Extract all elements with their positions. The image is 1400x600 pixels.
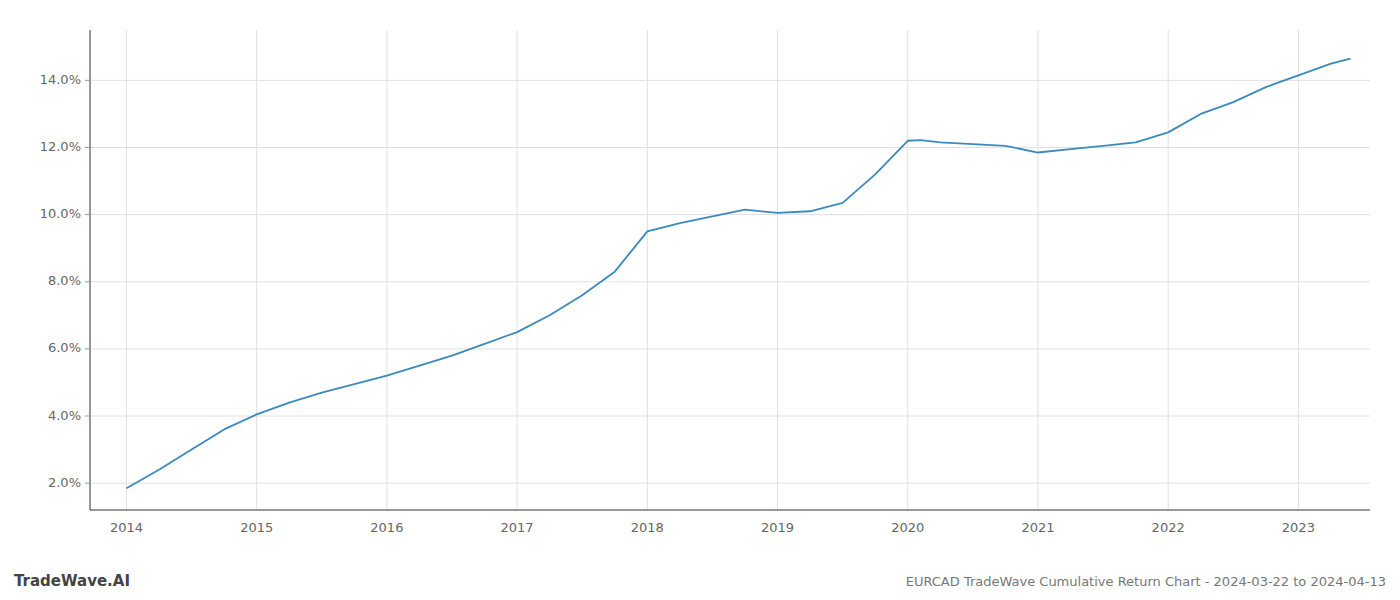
tick-label: 10.0% [40,206,81,221]
tick-mark [85,281,90,282]
grid-line [90,416,1370,417]
tick-label: 2019 [761,520,794,535]
grid-line [90,147,1370,148]
watermark: TradeWave.AI [14,572,130,590]
grid-line [907,30,908,510]
grid-line [1168,30,1169,510]
tick-label: 2015 [240,520,273,535]
tick-label: 4.0% [48,408,81,423]
tick-label: 2017 [501,520,534,535]
tick-mark [85,147,90,148]
tick-mark [85,348,90,349]
tick-label: 2023 [1282,520,1315,535]
chart: 2.0%4.0%6.0%8.0%10.0%12.0%14.0%201420152… [0,0,1400,600]
y-axis: 2.0% 4.0% 6.0% 8.0% 10.0% 12.0% 14.0% [40,72,90,490]
tick-label: 2020 [891,520,924,535]
tick-label: 6.0% [48,340,81,355]
grid-line [647,30,648,510]
tick-mark [85,214,90,215]
grid [90,30,1370,510]
tick-label: 2016 [370,520,403,535]
data-line [126,59,1350,489]
tick-label: 2.0% [48,475,81,490]
tick-mark [85,80,90,81]
grid-line [777,30,778,510]
tick-label: 2022 [1152,520,1185,535]
tick-label: 8.0% [48,273,81,288]
background [0,0,1400,600]
grid-line [1298,30,1299,510]
tick-mark [85,483,90,484]
y-axis-line [90,30,91,510]
x-axis-line [90,510,1370,511]
tick-label: 14.0% [40,72,81,87]
grid-line [256,30,257,510]
tick-mark [85,416,90,417]
tick-label: 2018 [631,520,664,535]
grid-line [1037,30,1038,510]
tick-label: 12.0% [40,139,81,154]
grid-line [90,348,1370,349]
grid-line [126,30,127,510]
grid-line [90,80,1370,81]
x-axis: 2014 2015 2016 2017 2018 2019 2020 2021 2022 2023 [110,520,1315,535]
grid-line [90,483,1370,484]
grid-line [90,214,1370,215]
tick-label: 2014 [110,520,143,535]
grid-line [517,30,518,510]
plot-area [126,59,1350,489]
title: EURCAD TradeWave Cumulative Return Chart… [906,574,1386,589]
tick-label: 2021 [1021,520,1054,535]
grid-line [90,281,1370,282]
grid-line [386,30,387,510]
